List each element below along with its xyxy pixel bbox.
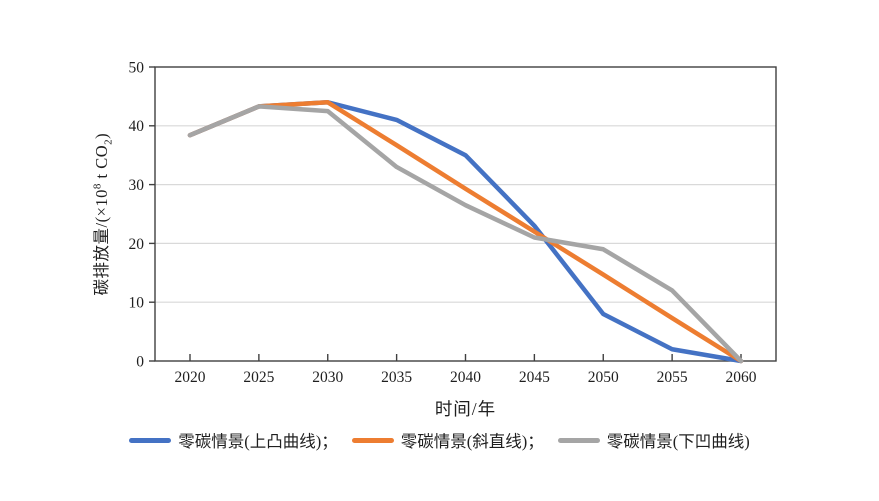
x-tick-label-2045: 2045 [519, 369, 550, 386]
x-axis-title: 时间/年 [434, 399, 497, 419]
y-tick-label-20: 20 [129, 236, 145, 253]
y-tick-label-30: 30 [129, 177, 145, 194]
legend-label-0: 零碳情景(上凸曲线)； [178, 432, 338, 451]
x-tick-label-2030: 2030 [312, 369, 343, 386]
legend-swatch-1 [351, 437, 394, 443]
x-tick-label-2050: 2050 [588, 369, 619, 386]
x-tick-label-2020: 2020 [175, 369, 206, 386]
series-line-1 [187, 100, 744, 364]
y-axis-title-text: 碳排放量/(×108 t CO2) [91, 132, 115, 296]
legend-item-0: 零碳情景(上凸曲线)； [129, 428, 338, 452]
x-tick-label-2060: 2060 [726, 369, 757, 386]
x-tick-label-2040: 2040 [450, 369, 481, 386]
y-tick-label-0: 0 [136, 353, 144, 370]
legend-item-2: 零碳情景(下凹曲线) [557, 428, 750, 452]
y-tick-label-40: 40 [129, 118, 145, 135]
legend-label-1: 零碳情景(斜直线)； [400, 432, 544, 451]
series-line-0 [187, 100, 744, 364]
chart-legend: 零碳情景(上凸曲线)； 零碳情景(斜直线)； 零碳情景(下凹曲线) [0, 428, 879, 452]
legend-swatch-2 [557, 437, 600, 443]
legend-item-1: 零碳情景(斜直线)； [351, 428, 544, 452]
x-tick-label-2035: 2035 [381, 369, 412, 386]
legend-label-2: 零碳情景(下凹曲线) [606, 432, 750, 451]
x-tick-label-2025: 2025 [243, 369, 274, 386]
legend-swatch-0 [129, 437, 172, 443]
series-line-2 [187, 104, 744, 364]
y-tick-label-10: 10 [129, 295, 145, 312]
x-tick-label-2055: 2055 [657, 369, 688, 386]
y-tick-label-50: 50 [129, 59, 145, 76]
y-axis-title: 碳排放量/(×108 t CO2) [84, 67, 118, 361]
